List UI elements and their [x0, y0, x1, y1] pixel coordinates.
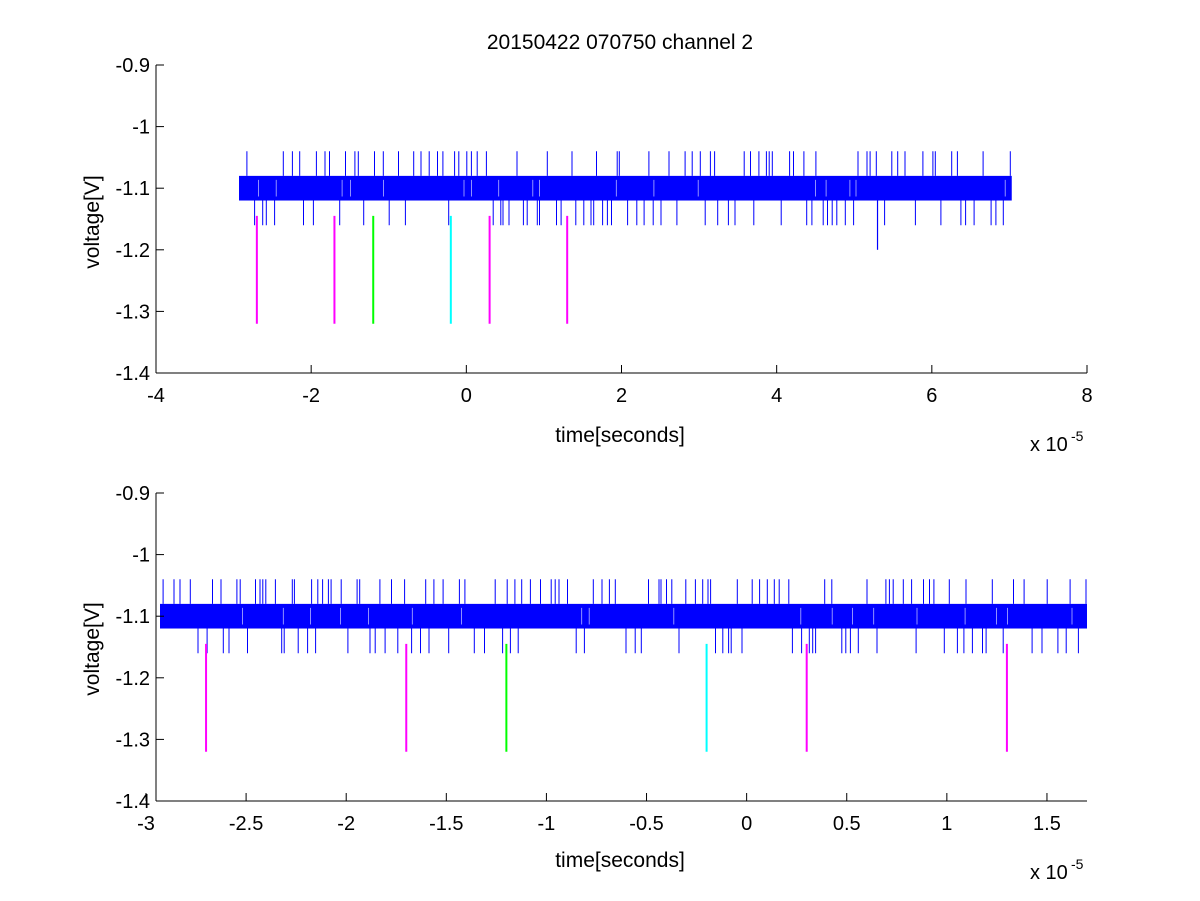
y-tick-label: -0.9 — [116, 483, 150, 505]
x-multiplier-label: x 10 — [1030, 862, 1068, 884]
x-tick-label: -2 — [337, 813, 355, 835]
top-axes — [155, 64, 1088, 374]
x-tick-label: 0 — [461, 385, 472, 407]
x-tick-label: 0.5 — [833, 813, 861, 835]
x-axis-label: time[seconds] — [555, 424, 685, 447]
y-axis-label: voltage[V] — [81, 175, 104, 268]
series-band — [239, 175, 1012, 201]
top-marker-layer — [255, 215, 569, 324]
y-tick-label: -1 — [132, 545, 150, 567]
bottom-marker-layer — [205, 643, 1008, 752]
series-spikes — [162, 579, 1087, 654]
x-tick-label: -0.5 — [629, 813, 663, 835]
x-tick-label: 1.5 — [1033, 813, 1061, 835]
x-axis-label: time[seconds] — [555, 849, 685, 872]
top-series-layer — [239, 151, 1012, 250]
x-tick-label: 4 — [771, 385, 782, 407]
x-tick-label: -2 — [302, 385, 320, 407]
series-gaps — [258, 179, 1006, 197]
x-tick-label: -1.5 — [429, 813, 463, 835]
y-tick-label: -1 — [132, 117, 150, 139]
x-tick-label: 6 — [926, 385, 937, 407]
x-tick-label: 2 — [616, 385, 627, 407]
x-tick-label: -4 — [147, 385, 165, 407]
x-tick-label: -3 — [137, 813, 155, 835]
bottom-series-layer — [160, 579, 1088, 654]
bottom-axes — [145, 492, 1087, 802]
series-band — [160, 603, 1088, 629]
top-plot: 20150422 070750 channel 2 -4 -2 0 2 4 6 8-0.9-… — [81, 31, 1093, 456]
x-tick-label: 1 — [941, 813, 952, 835]
x-multiplier-exponent: -5 — [1071, 428, 1084, 444]
x-tick-label: -1 — [538, 813, 556, 835]
y-tick-label: -0.9 — [116, 55, 150, 77]
y-axis-label: voltage[V] — [81, 602, 104, 695]
y-tick-label: -1.3 — [116, 301, 150, 323]
y-tick-label: -1.4 — [116, 363, 150, 385]
x-multiplier-exponent: -5 — [1071, 856, 1084, 872]
y-tick-label: -1.4 — [116, 791, 150, 813]
y-tick-label: -1.2 — [116, 668, 150, 690]
series-gaps — [242, 607, 1073, 625]
top-tick-labels: -4 -2 0 2 4 6 8 -0.9 -1 -1.1 -1.2 -1.3 -1.4 — [116, 55, 1093, 407]
series-spikes — [246, 151, 1011, 226]
x-tick-label: 0 — [741, 813, 752, 835]
chart-title: 20150422 070750 channel 2 — [487, 31, 753, 54]
y-tick-label: -1.1 — [116, 606, 150, 628]
x-tick-label: 8 — [1081, 385, 1092, 407]
bottom-tick-labels: -3 -2.5 -2 -1.5 -1 -0.5 0 0.5 1 1.5 -0.9 -1 -1.1 -1.2… — [116, 483, 1061, 835]
bottom-plot: -3 -2.5 -2 -1.5 -1 -0.5 0 0.5 1 1.5 -0.9 -1 -1.1 -1.2… — [81, 483, 1088, 884]
y-tick-label: -1.3 — [116, 729, 150, 751]
y-tick-label: -1.1 — [116, 178, 150, 200]
x-multiplier-label: x 10 — [1030, 434, 1068, 456]
x-tick-label: -2.5 — [229, 813, 263, 835]
y-tick-label: -1.2 — [116, 240, 150, 262]
